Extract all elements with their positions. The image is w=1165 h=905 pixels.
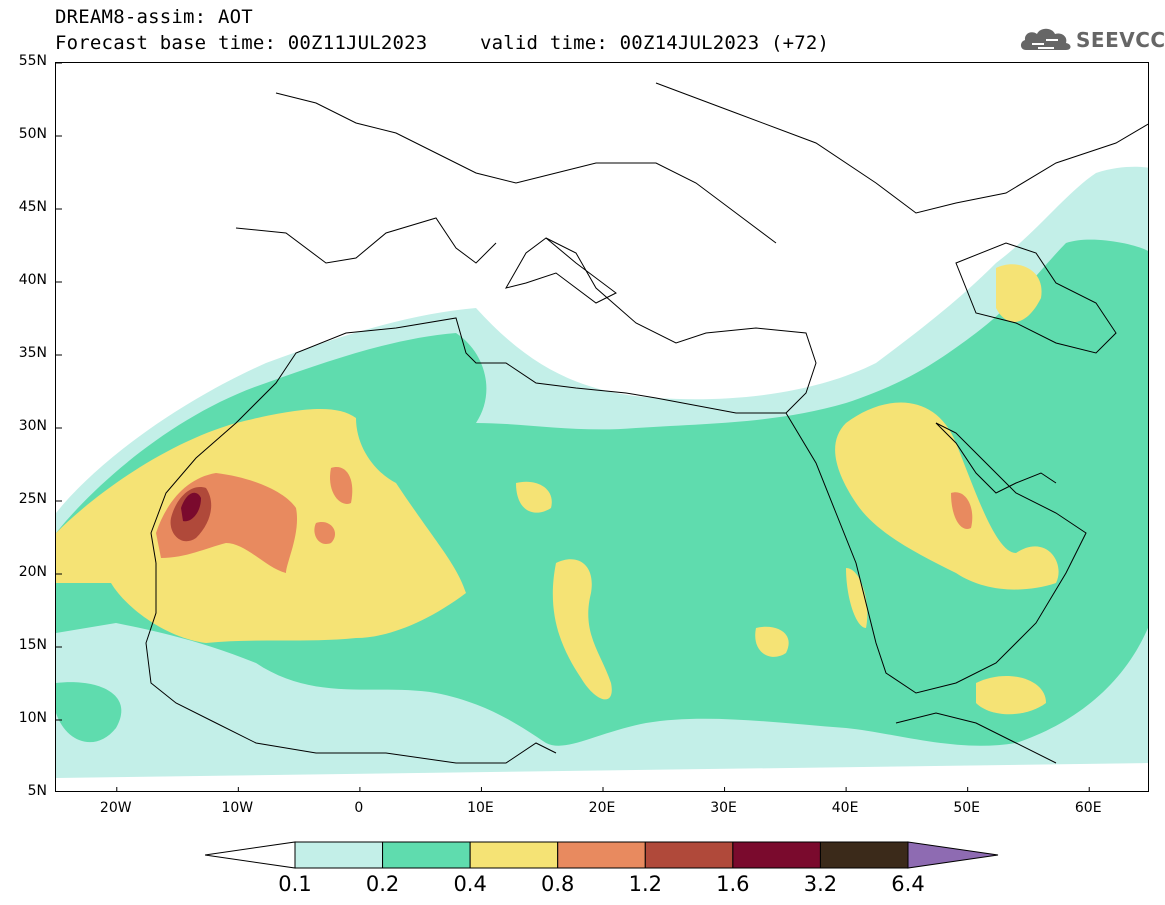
seevccc-logo: SEEVCCC [1018,22,1165,58]
lon-label: 30E [710,800,737,816]
lon-label: 40E [831,800,859,816]
colorbar-boxes [294,841,909,869]
colorbar-label: 0.4 [453,872,487,896]
colorbar-label: 0.2 [365,872,400,896]
aot-map-canvas [56,63,1148,791]
lat-label: 10N [18,710,47,726]
lon-label: 20W [99,800,132,816]
colorbar-label: 0.8 [541,872,575,896]
colorbar-box [644,841,734,869]
colorbar-box [557,841,646,869]
base-time: Forecast base time: 00Z11JUL2023 [55,32,428,54]
lat-label: 45N [18,199,47,215]
colorbar [205,841,999,869]
lat-label: 55N [18,53,47,69]
lat-label: 20N [18,564,47,580]
colorbar-box [819,841,909,869]
colorbar-under-triangle [205,841,296,869]
lat-label: 15N [18,637,47,653]
lat-label: 5N [27,783,47,799]
lon-label: 20E [588,800,616,816]
lat-label: 35N [18,345,47,361]
aot-level-1.6 [181,492,201,522]
lon-label: 10W [221,800,254,816]
valid-time: valid time: 00Z14JUL2023 (+72) [480,32,830,54]
colorbar-label: 1.6 [716,872,750,896]
lat-label: 50N [18,126,47,142]
colorbar-label: 3.2 [803,872,838,896]
aot-map [55,62,1149,792]
colorbar-box [732,841,821,869]
coastlines [145,82,1148,764]
map-title: DREAM8-assim: AOT [55,6,253,28]
colorbar-box [469,841,559,869]
colorbar-over-triangle [907,841,999,869]
lat-label: 25N [18,491,47,507]
cloud-icon [1020,28,1071,50]
colorbar-label: 1.2 [628,872,662,896]
lon-label: 60E [1074,800,1102,816]
colorbar-box [382,841,471,869]
lon-label: 10E [467,800,494,816]
lat-label: 40N [18,272,47,288]
lon-label: 0 [354,800,364,816]
colorbar-box [294,841,384,869]
axis-ticks [56,63,1090,791]
lat-label: 30N [18,418,47,434]
logo-text: SEEVCCC [1076,28,1165,52]
lon-label: 50E [953,800,980,816]
base-time-line: Forecast base time: 00Z11JUL2023 valid ti… [55,32,829,54]
colorbar-label: 6.4 [891,872,925,896]
colorbar-label: 0.1 [278,872,312,896]
